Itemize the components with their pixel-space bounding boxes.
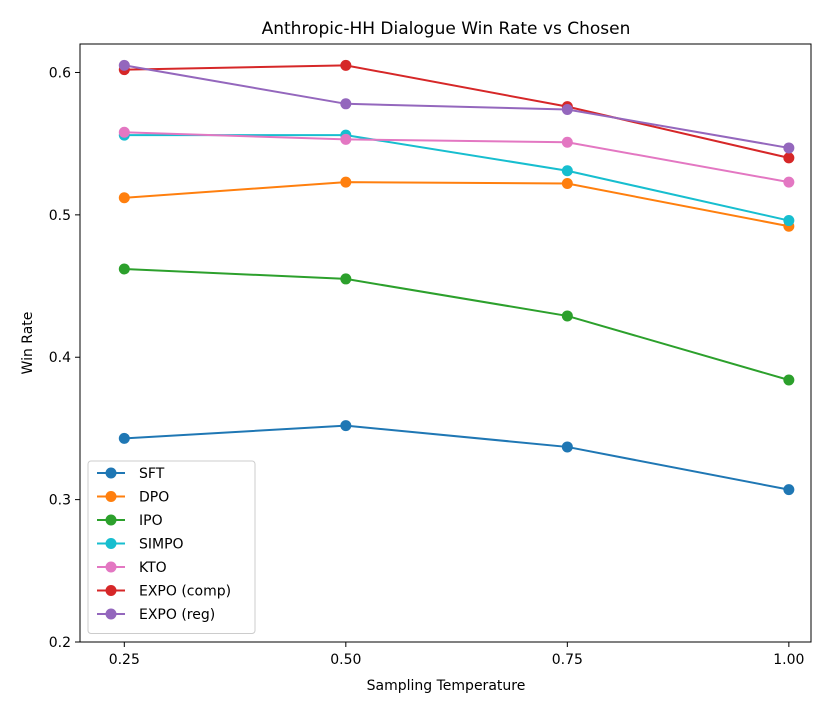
legend-item-dpo: DPO [97, 490, 169, 506]
legend-label: IPO [139, 513, 163, 529]
series-simpo [118, 129, 795, 227]
y-tick-label: 0.6 [49, 65, 71, 81]
x-axis: 0.25 0.50 0.75 1.00 [109, 642, 804, 668]
series-expo-comp [118, 59, 795, 164]
data-point-simpo [561, 165, 573, 177]
data-point-kto [783, 176, 795, 188]
legend-item-kto: KTO [97, 560, 167, 576]
data-point-simpo [783, 215, 795, 227]
legend-label: DPO [139, 490, 169, 506]
data-point-ipo [340, 273, 352, 285]
data-point-kto [118, 126, 130, 138]
series-line-kto [124, 131, 790, 184]
series-line-dpo [124, 181, 790, 228]
data-point-expo-comp [340, 59, 352, 71]
x-tick-label: 0.75 [552, 652, 583, 668]
legend: SFT DPO IPO SIMPO KTO EXPO (comp) EXPO (reg) [87, 460, 256, 634]
series-line-sft [124, 424, 790, 491]
series-line-expo-reg [124, 64, 790, 149]
data-point-expo-reg [561, 103, 573, 115]
chart-title: Anthropic-HH Dialogue Win Rate vs Chosen [262, 19, 631, 39]
data-point-sft [783, 484, 795, 496]
legend-item-ipo: IPO [97, 513, 163, 529]
legend-label: KTO [139, 560, 167, 576]
legend-item-expo-comp: EXPO (comp) [97, 584, 231, 600]
legend-label: SFT [139, 466, 165, 482]
data-point-expo-reg [783, 142, 795, 154]
legend-item-sft: SFT [97, 466, 165, 482]
legend-label: EXPO (reg) [139, 607, 215, 623]
plot-area [79, 43, 812, 643]
series-sft [118, 420, 795, 496]
data-point-dpo [340, 176, 352, 188]
data-point-sft [118, 432, 130, 444]
series-kto [118, 126, 795, 188]
series-dpo [118, 176, 795, 232]
legend-marker [105, 561, 117, 573]
data-point-kto [561, 136, 573, 148]
y-tick-label: 0.5 [49, 208, 71, 224]
plot-frame [79, 43, 812, 643]
legend-item-expo-reg: EXPO (reg) [97, 607, 215, 623]
y-tick-label: 0.2 [49, 635, 71, 651]
data-point-ipo [118, 263, 130, 275]
data-point-dpo [561, 178, 573, 190]
data-point-sft [561, 441, 573, 453]
legend-marker [105, 608, 117, 620]
legend-item-simpo: SIMPO [97, 537, 184, 553]
series-line-expo-comp [124, 64, 790, 159]
y-axis: 0.2 0.3 0.4 0.5 0.6 [49, 65, 80, 651]
data-point-kto [340, 133, 352, 145]
x-tick-label: 0.50 [330, 652, 361, 668]
series-ipo [118, 263, 795, 386]
y-tick-label: 0.3 [49, 493, 71, 509]
x-tick-label: 0.25 [109, 652, 140, 668]
legend-marker [105, 585, 117, 596]
data-point-expo-reg [340, 98, 352, 110]
legend-label: SIMPO [139, 537, 184, 553]
series-layer [118, 59, 795, 496]
legend-marker [105, 514, 117, 526]
legend-box [87, 460, 256, 634]
legend-marker [105, 538, 117, 549]
legend-marker [105, 467, 117, 479]
data-point-dpo [118, 192, 130, 204]
data-point-ipo [783, 374, 795, 386]
y-axis-label: Win Rate [20, 312, 36, 375]
legend-marker [105, 491, 117, 502]
data-point-sft [340, 420, 352, 432]
y-tick-label: 0.4 [49, 350, 71, 366]
series-line-ipo [124, 267, 790, 381]
data-point-expo-comp [783, 152, 795, 164]
legend-label: EXPO (comp) [139, 584, 231, 600]
series-expo-reg [118, 59, 795, 154]
x-axis-label: Sampling Temperature [367, 678, 526, 694]
data-point-expo-reg [118, 59, 130, 71]
x-tick-label: 1.00 [773, 652, 804, 668]
data-point-ipo [561, 310, 573, 322]
